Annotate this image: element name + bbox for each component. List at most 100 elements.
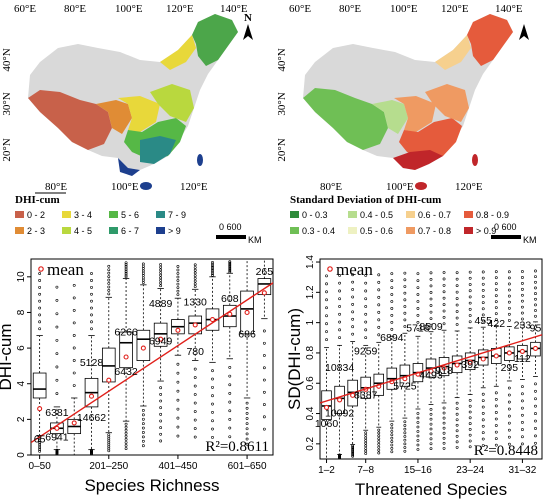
outlier: [455, 284, 459, 288]
outlier: [403, 424, 407, 427]
outlier: [455, 316, 459, 320]
outlier: [364, 297, 368, 301]
outlier: [228, 383, 232, 387]
outlier: [159, 279, 163, 282]
outlier: [494, 424, 498, 427]
outlier: [176, 380, 180, 384]
outlier: [325, 314, 328, 318]
outlier: [141, 264, 145, 268]
outlier: [455, 310, 459, 313]
outlier: [455, 323, 459, 326]
map-dhi-cum-zone-2-3: [96, 100, 132, 134]
outlier: [534, 419, 537, 423]
outlier: [338, 328, 341, 332]
x-tick-label: 1–2: [318, 465, 335, 476]
chart-threatened-species: 0.2 0.4 0.6 0.8 1 1.2 1.4 1–2 7–8 15–16 23–24 31–32…: [285, 255, 543, 499]
outlier: [364, 312, 368, 316]
legend-label: 3 - 4: [74, 210, 92, 220]
outlier: [403, 420, 407, 424]
outlier: [377, 445, 381, 449]
outlier: [455, 418, 459, 422]
outlier: [55, 365, 59, 369]
outlier: [521, 421, 524, 424]
x-tick-label: 15–16: [404, 465, 432, 476]
outlier: [245, 417, 249, 420]
mean-point: [140, 345, 146, 351]
legend-mean-marker: [327, 266, 333, 272]
outlier: [403, 285, 407, 288]
outlier: [351, 332, 355, 336]
outlier: [351, 454, 355, 458]
outlier: [176, 272, 180, 275]
outlier: [377, 431, 381, 435]
outlier: [416, 300, 420, 303]
outlier: [481, 424, 485, 428]
mean-point: [532, 345, 539, 351]
mean-point: [519, 348, 525, 354]
outlier: [351, 448, 355, 452]
outlier: [228, 409, 232, 413]
map-sd-zone-ne: [467, 14, 513, 66]
outlier: [55, 299, 59, 302]
outlier: [351, 444, 355, 448]
outlier: [507, 288, 511, 292]
count-label: 6432: [114, 366, 138, 378]
outlier: [455, 271, 459, 275]
outlier: [124, 264, 128, 268]
mean-point: [158, 336, 164, 342]
outlier: [390, 433, 394, 437]
outlier: [338, 297, 341, 301]
outlier: [377, 428, 381, 432]
outlier: [442, 303, 446, 306]
outlier: [390, 286, 394, 289]
y-tick-label: 0.4: [305, 406, 316, 420]
outlier: [507, 400, 511, 404]
outlier: [176, 279, 180, 282]
outlier: [38, 439, 42, 443]
outlier: [262, 366, 266, 370]
map-dhi-cum-zone-3-5: [118, 96, 160, 132]
count-label: 4493: [419, 370, 443, 382]
outlier: [364, 433, 368, 437]
outlier: [38, 306, 42, 310]
outlier: [377, 303, 381, 307]
outlier: [442, 322, 446, 326]
outlier: [159, 432, 163, 436]
outlier: [38, 292, 42, 296]
count-label: 4889: [149, 298, 173, 310]
legend-swatch: [290, 227, 299, 234]
mean-point: [71, 420, 77, 426]
legend-swatch: [62, 227, 71, 234]
outlier: [159, 439, 163, 443]
outlier: [455, 277, 459, 281]
lon-label-top: 100°E: [390, 3, 418, 15]
outlier: [124, 444, 128, 447]
outlier: [455, 423, 459, 427]
outlier: [228, 270, 232, 274]
outlier: [55, 312, 59, 316]
mean-point: [227, 311, 233, 317]
outlier: [403, 318, 407, 322]
outlier: [176, 389, 180, 393]
outlier: [124, 447, 128, 450]
outlier: [416, 293, 420, 296]
outlier: [429, 310, 433, 314]
north-arrow-icon: [519, 24, 529, 40]
y-tick-label: 10: [16, 271, 27, 283]
outlier: [429, 422, 433, 426]
outlier: [228, 417, 232, 421]
outlier: [159, 265, 163, 269]
y-axis-label: SD(DHI-cum): [285, 308, 304, 410]
outlier: [211, 260, 214, 264]
outlier: [211, 419, 214, 423]
scale-bar: [491, 235, 521, 239]
lat-label: 40°N: [1, 48, 13, 71]
outlier: [494, 306, 498, 310]
outlier: [416, 416, 420, 420]
outlier: [403, 435, 407, 438]
count-label: 918: [435, 365, 453, 377]
outlier: [481, 418, 485, 422]
count-label: 6894: [380, 332, 404, 344]
count-label: 5128: [80, 357, 104, 369]
outlier: [228, 400, 232, 404]
